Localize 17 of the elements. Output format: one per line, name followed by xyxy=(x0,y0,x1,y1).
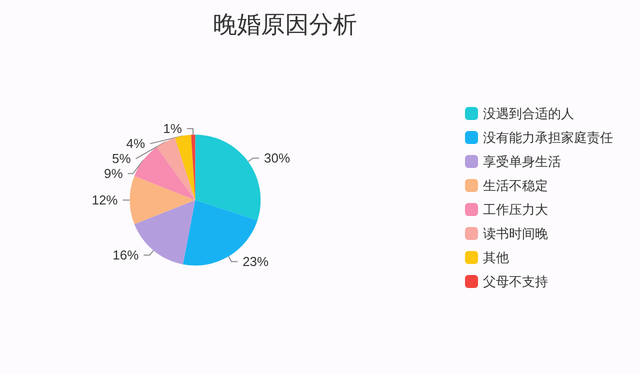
data-label: 30% xyxy=(264,150,290,166)
legend-label: 工作压力大 xyxy=(483,202,548,217)
legend-label: 读书时间晚 xyxy=(483,226,548,241)
chart-title: 晚婚原因分析 xyxy=(213,12,357,38)
legend-label: 生活不稳定 xyxy=(483,178,548,193)
legend-label: 享受单身生活 xyxy=(483,154,561,169)
data-label: 1% xyxy=(163,121,182,136)
legend-label: 没遇到合适的人 xyxy=(483,106,574,121)
data-label: 23% xyxy=(242,254,270,270)
legend-label: 父母不支持 xyxy=(483,274,548,289)
data-label: 5% xyxy=(112,151,132,166)
data-label: 9% xyxy=(104,166,124,182)
legend-label: 没有能力承担家庭责任 xyxy=(483,130,613,145)
legend-label: 其他 xyxy=(483,250,509,265)
data-label: 4% xyxy=(126,136,146,152)
data-label: 16% xyxy=(112,248,140,263)
data-label: 12% xyxy=(92,192,118,208)
